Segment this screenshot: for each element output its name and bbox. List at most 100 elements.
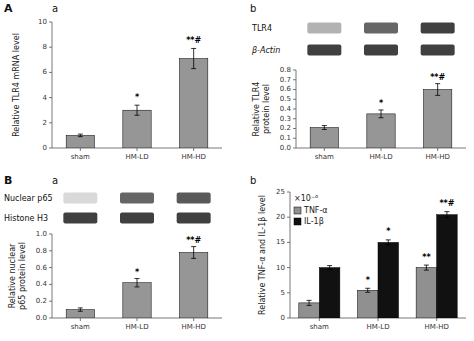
y-tick-label: 1.0: [36, 230, 47, 238]
blot-label: Histone H3: [4, 214, 48, 223]
error-bar: [379, 110, 384, 118]
y-tick: [49, 301, 52, 302]
y-tick: [287, 217, 290, 218]
sig-label: *: [135, 268, 140, 277]
y-tick: [49, 22, 52, 23]
x-tick: [193, 148, 194, 151]
blot-band: [421, 23, 455, 34]
sig-label: **: [422, 253, 431, 262]
y-tick-label: 0.7: [280, 76, 291, 84]
error-bar: [191, 48, 196, 68]
y-tick-label: 8: [43, 43, 47, 51]
bar: [416, 268, 437, 318]
x-tick-label: HM-HD: [181, 153, 205, 161]
y-tick: [287, 292, 290, 293]
y-tick: [293, 138, 296, 139]
y-tick-label: 0.5: [280, 95, 291, 103]
sig-labels: ******#: [366, 199, 455, 285]
y-tick: [287, 267, 290, 268]
y-tick: [49, 234, 52, 235]
y-tick: [49, 267, 52, 268]
blot-band: [63, 213, 97, 224]
bar: [66, 135, 94, 148]
x-tick-label: HM-LD: [125, 153, 148, 161]
y-axis: [296, 70, 297, 148]
bars: [299, 212, 457, 318]
x-tick: [137, 148, 138, 151]
blot-band: [63, 193, 97, 204]
y-tick-label: 0.4: [36, 280, 48, 288]
panel-title: b: [250, 3, 256, 14]
blot-label: β-Actin: [251, 46, 280, 55]
x-tick: [319, 318, 320, 321]
legend-swatch: [294, 218, 301, 225]
panel-title: b: [250, 175, 256, 186]
y-tick-label: 0.2: [280, 124, 291, 132]
error-bar: [135, 279, 140, 287]
legend-swatch: [294, 207, 301, 214]
y-tick-label: 0.1: [280, 134, 291, 142]
error-bar: [444, 212, 449, 218]
y-tick-label: 0: [43, 144, 47, 152]
y-tick: [49, 250, 52, 251]
y-tick-label: 0.0: [36, 314, 47, 322]
sig-labels: ***#: [379, 73, 446, 108]
y-tick-label: 6: [43, 68, 48, 76]
sig-label: *: [379, 99, 384, 108]
y-axis-label: Relative nuclear: [8, 243, 17, 308]
bar: [357, 290, 378, 318]
annotation: ×10⁻⁶: [294, 194, 318, 203]
x-tick: [80, 318, 81, 321]
panel-title: a: [52, 3, 58, 14]
error-bar: [386, 240, 391, 245]
x-tick: [381, 148, 382, 151]
y-tick-label: 25: [276, 188, 285, 196]
y-axis: [290, 192, 291, 318]
y-tick: [293, 99, 296, 100]
sig-labels: ***#: [135, 236, 202, 277]
y-tick: [49, 97, 52, 98]
y-tick: [293, 118, 296, 119]
bar-panel: 0246810shamHM-LDHM-HDRelative TLR4 mRNA …: [12, 18, 223, 161]
bars: [310, 84, 452, 148]
bar: [367, 114, 395, 148]
y-tick: [49, 47, 52, 48]
y-tick-label: 0.8: [280, 66, 291, 74]
y-tick-label: 0: [281, 314, 285, 322]
blot: Nuclear p65Histone H3: [4, 193, 211, 224]
x-tick-label: HM-HD: [425, 153, 449, 161]
y-tick-label: 10: [276, 264, 285, 272]
bar-panel: 0.00.20.40.60.81.0shamHM-LDHM-HDRelative…: [8, 230, 223, 331]
x-tick: [436, 318, 437, 321]
y-tick: [49, 148, 52, 149]
y-tick: [293, 109, 296, 110]
blot-band: [177, 193, 211, 204]
y-axis-label: protein level: [262, 84, 271, 134]
blot-band: [120, 213, 154, 224]
x-tick-label: sham: [315, 153, 334, 161]
error-bar: [78, 134, 83, 137]
x-tick-label: HM-HD: [181, 323, 205, 331]
y-axis-label: Relative TLR4 mRNA level: [12, 33, 21, 137]
y-tick: [293, 79, 296, 80]
y-tick: [287, 192, 290, 193]
x-tick-label: sham: [71, 153, 90, 161]
error-bar: [307, 300, 312, 305]
y-tick-label: 10: [38, 18, 47, 26]
bar: [180, 59, 208, 148]
bar: [378, 242, 399, 318]
y-tick: [287, 242, 290, 243]
y-tick-label: 2: [43, 119, 47, 127]
error-bar: [365, 288, 370, 292]
error-bar: [78, 308, 83, 311]
blot-band: [177, 213, 211, 224]
blot-band: [120, 193, 154, 204]
x-tick-label: sham: [71, 323, 90, 331]
y-tick: [49, 122, 52, 123]
panel-title: a: [52, 175, 58, 186]
y-tick: [293, 128, 296, 129]
y-tick: [287, 318, 290, 319]
legend: TNF-αIL-1β: [294, 206, 328, 226]
x-tick-label: HM-LD: [369, 153, 392, 161]
y-tick: [293, 70, 296, 71]
